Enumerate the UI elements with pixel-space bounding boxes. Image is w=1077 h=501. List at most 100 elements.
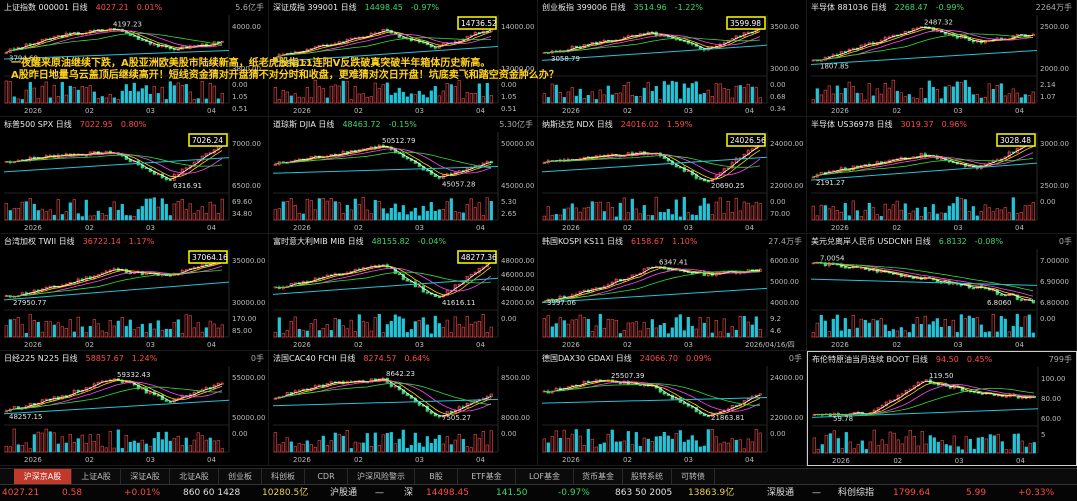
chart-panel[interactable]: 布伦特原油当月连续 BOOT 日线 94.50 0.45% 799手 100.00 80.… <box>807 351 1077 466</box>
market-tab[interactable]: LOF基金 <box>516 469 574 484</box>
volume-bar <box>297 96 301 104</box>
date-tick-label: 04 <box>745 107 754 115</box>
volume-bar <box>907 332 911 338</box>
market-tab[interactable]: 沪深风险警示 <box>348 469 415 484</box>
volume-bar <box>883 82 887 104</box>
kline-chart: 6000.00 5000.00 4000.00 9.2 4.6 2026 02 03 2026/… <box>541 249 799 349</box>
market-tab[interactable]: 创业板 <box>219 469 262 484</box>
panel-index-value: 36722.14 <box>82 237 121 246</box>
date-tick-label: 2026 <box>24 224 42 232</box>
chart-panel[interactable]: 韩国KOSPI KS11 日线 6158.67 1.10% 27.4万手 6000.00… <box>538 234 807 351</box>
volume-bar <box>566 207 570 221</box>
volume-bar <box>823 205 827 221</box>
volume-bar <box>413 432 417 453</box>
market-tab[interactable]: B股 <box>415 469 458 484</box>
volume-bar <box>285 330 289 338</box>
volume-bar <box>896 439 900 454</box>
volume-bar <box>72 331 76 338</box>
volume-bar <box>473 92 477 104</box>
moving-average-line <box>812 157 1034 178</box>
volume-bar <box>582 445 586 453</box>
chart-panel[interactable]: 美元兑离岸人民币 USDCNH 日线 6.8132 -0.08% 0手 7.00000 6… <box>807 234 1077 351</box>
volume-bar <box>1016 433 1020 454</box>
chart-panel[interactable]: 创业板指 399006 日线 3514.96 -1.22% 3500.00 3000.0… <box>538 0 807 117</box>
volume-bar <box>433 210 437 221</box>
volume-bar <box>132 82 136 104</box>
volume-bar <box>674 199 678 221</box>
market-tab[interactable]: CDR <box>305 469 348 484</box>
hgt-label[interactable]: 沪股通 <box>330 488 358 498</box>
volume-bar <box>1024 446 1028 454</box>
price-tick-label: 4000.00 <box>232 23 261 31</box>
chart-panel[interactable]: 法国CAC40 FCHI 日线 8274.57 0.64% 8500.00 8000.0… <box>269 351 538 466</box>
chart-panel[interactable]: 德国DAX30 GDAXI 日线 24066.70 0.09% 0手 24000.00 2… <box>538 351 807 466</box>
kline-chart: 8500.00 8000.00 0.00 2026 02 03 04 8642.23 7505.… <box>272 366 530 464</box>
market-tab[interactable]: 股转系统 <box>623 469 672 484</box>
chart-panel[interactable]: 纳斯达克 NDX 日线 24016.02 1.59% 24000.00 22000.00… <box>538 117 807 234</box>
sgt-label[interactable]: 深股通 <box>767 488 795 498</box>
high-price-label: 59332.43 <box>117 371 150 379</box>
volume-bar <box>819 204 823 221</box>
market-tab[interactable]: 沪深京A股 <box>14 469 72 484</box>
volume-bar <box>963 199 967 221</box>
market-tab[interactable]: 货币基金 <box>574 469 623 484</box>
chart-panel[interactable]: 半导体 US36978 日线 3019.37 0.96% 3000.00 2500.00… <box>807 117 1077 234</box>
market-tab[interactable]: 科创板 <box>262 469 305 484</box>
volume-bar <box>52 432 56 453</box>
volume-bar <box>469 93 473 104</box>
volume-bar <box>273 87 277 104</box>
chart-panel[interactable]: 富时意大利MIB MIB 日线 48155.82 -0.04% 48000.00 460… <box>269 234 538 351</box>
chart-panel[interactable]: 半导体 881036 日线 2268.47 -0.99% 2264万手 2500.00 2… <box>807 0 1077 117</box>
volume-bar <box>542 215 546 221</box>
panel-title-bar: 半导体 881036 日线 2268.47 -0.99% 2264万手 <box>811 2 1072 14</box>
low-price-label: 7505.27 <box>442 414 471 422</box>
volume-bar <box>1007 331 1011 338</box>
chart-panel[interactable]: 台湾加权 TWII 日线 36722.14 1.17% 35000.00 30000.0… <box>0 234 269 351</box>
panel-title-bar: 上证指数 000001 日线 4027.21 0.01% 5.6亿手 <box>4 2 264 14</box>
volume-bar <box>598 444 602 453</box>
volume-bar <box>714 436 718 453</box>
volume-bar <box>393 203 397 221</box>
volume-bar <box>453 86 457 104</box>
chart-panel[interactable]: 标普500 SPX 日线 7022.95 0.80% 7000.00 6500.00 69… <box>0 117 269 234</box>
volume-bar <box>758 432 762 453</box>
volume-bar <box>68 434 72 453</box>
volume-bar <box>341 213 345 221</box>
volume-bar <box>192 439 196 453</box>
volume-bar <box>951 319 955 338</box>
candle-body <box>586 380 590 383</box>
volume-tick-label: 5 <box>1041 431 1045 439</box>
chart-panel[interactable]: 日经225 N225 日线 58857.67 1.24% 0手 55000.00 5000… <box>0 351 269 466</box>
price-tick-label: 8000.00 <box>501 414 530 422</box>
volume-bar <box>4 325 8 338</box>
volume-bar <box>68 85 72 104</box>
chart-panel[interactable]: 道琼斯 DJIA 日线 48463.72 -0.15% 5.30亿手 50000.00 4… <box>269 117 538 234</box>
volume-bar <box>393 314 397 338</box>
date-tick-label: 04 <box>745 456 754 464</box>
volume-bar <box>923 315 927 338</box>
market-tab[interactable]: 可转债 <box>672 469 715 484</box>
price-tick-label: 6.90000 <box>1040 278 1069 286</box>
market-tab[interactable]: 北证A股 <box>170 469 219 484</box>
candle-body <box>638 273 642 276</box>
market-tab[interactable]: ETF基金 <box>458 469 516 484</box>
volume-bar <box>678 216 682 221</box>
volume-bar <box>353 331 357 338</box>
volume-bar <box>289 95 293 104</box>
volume-bar <box>891 329 895 338</box>
market-tab[interactable]: 深证A股 <box>121 469 170 484</box>
chart-panel[interactable]: 深证成指 399001 日线 14498.45 -0.97% 14000.00 1300… <box>269 0 538 117</box>
volume-bar <box>975 94 979 104</box>
volume-bar <box>132 216 136 221</box>
volume-bar <box>461 212 465 221</box>
panel-volume-unit: 5.30亿手 <box>499 120 533 129</box>
volume-bar <box>654 327 658 338</box>
price-tick-label: 100.00 <box>1041 375 1066 383</box>
market-tab[interactable]: 上证A股 <box>72 469 121 484</box>
volume-bar <box>840 448 844 454</box>
panel-volume-unit: 27.4万手 <box>768 237 802 246</box>
volume-bar <box>140 88 144 104</box>
volume-bar <box>839 211 843 221</box>
date-tick-label: 2026 <box>293 456 311 464</box>
chart-panel[interactable]: 上证指数 000001 日线 4027.21 0.01% 5.6亿手 4000.00 38… <box>0 0 269 117</box>
